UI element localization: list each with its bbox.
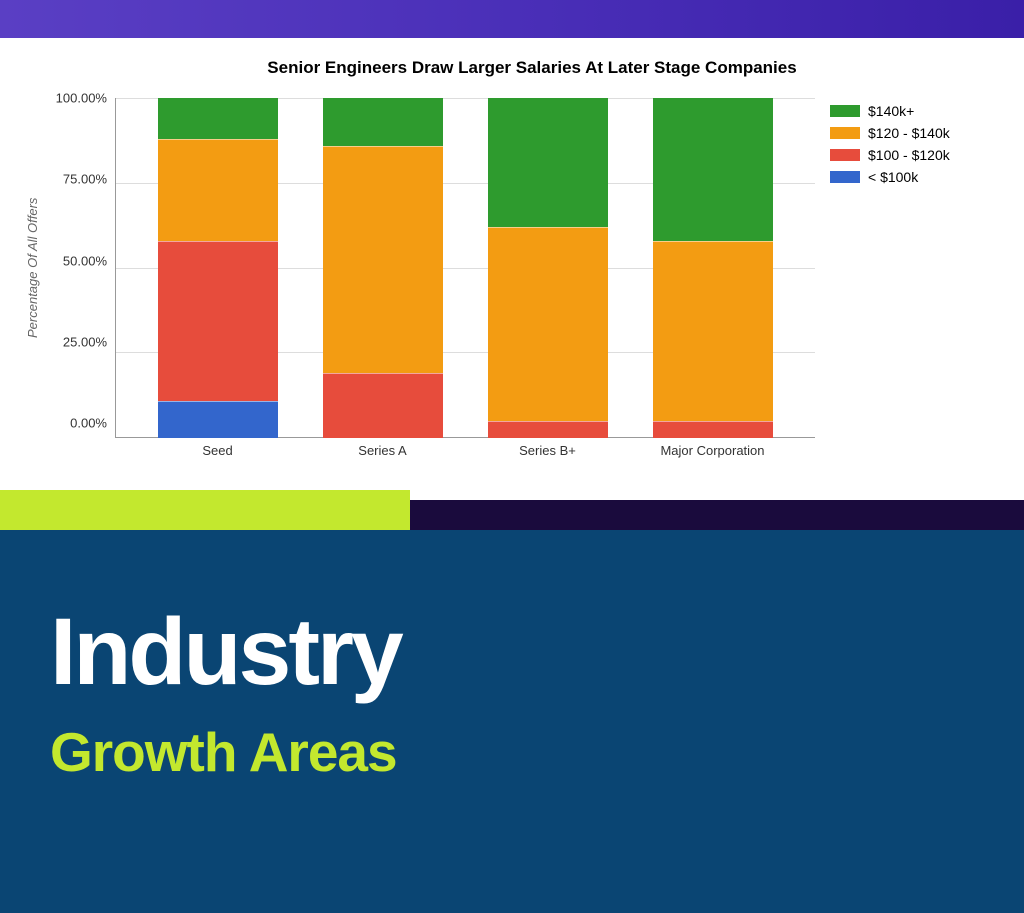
top-gradient-bar <box>0 0 1024 38</box>
bottom-headline-panel: Industry Growth Areas <box>0 530 1024 913</box>
bar-segment <box>158 98 278 139</box>
chart-title: Senior Engineers Draw Larger Salaries At… <box>20 58 1004 78</box>
bar-segment <box>323 98 443 146</box>
bar-segment <box>158 139 278 241</box>
x-label: Seed <box>158 443 278 458</box>
y-tick: 0.00% <box>45 416 107 431</box>
y-axis-ticks: 100.00% 75.00% 50.00% 25.00% 0.00% <box>45 98 115 438</box>
legend-swatch <box>830 127 860 139</box>
x-label: Series B+ <box>488 443 608 458</box>
chart-panel: Senior Engineers Draw Larger Salaries At… <box>0 38 1024 500</box>
y-tick: 100.00% <box>45 91 107 106</box>
bar <box>323 98 443 438</box>
bar-segment <box>158 401 278 438</box>
bar-segment <box>488 98 608 227</box>
bar-segment <box>653 241 773 421</box>
bar <box>653 98 773 438</box>
headline-main: Industry <box>50 605 974 700</box>
legend-swatch <box>830 105 860 117</box>
legend-swatch <box>830 149 860 161</box>
legend: $140k+ $120 - $140k $100 - $120k < $100k <box>815 98 960 488</box>
bar-segment <box>323 373 443 438</box>
x-label: Major Corporation <box>653 443 773 458</box>
bar-segment <box>488 227 608 421</box>
y-axis-label: Percentage Of All Offers <box>20 98 45 438</box>
bar <box>488 98 608 438</box>
bars-container <box>115 98 815 438</box>
y-tick: 50.00% <box>45 253 107 268</box>
legend-label: $100 - $120k <box>868 147 950 163</box>
bar-segment <box>158 241 278 401</box>
bar-segment <box>323 146 443 374</box>
headline-sub: Growth Areas <box>50 720 974 784</box>
bar-segment <box>653 98 773 241</box>
y-tick: 25.00% <box>45 334 107 349</box>
legend-label: $120 - $140k <box>868 125 950 141</box>
legend-item: $120 - $140k <box>830 125 960 141</box>
chart-body: Percentage Of All Offers 100.00% 75.00% … <box>20 98 1004 488</box>
bar-segment <box>488 421 608 438</box>
bar-segment <box>653 421 773 438</box>
x-label: Series A <box>323 443 443 458</box>
x-axis-labels: Seed Series A Series B+ Major Corporatio… <box>115 443 815 458</box>
legend-label: < $100k <box>868 169 918 185</box>
bar <box>158 98 278 438</box>
legend-item: < $100k <box>830 169 960 185</box>
plot-area: Seed Series A Series B+ Major Corporatio… <box>115 98 815 468</box>
y-tick: 75.00% <box>45 172 107 187</box>
legend-item: $140k+ <box>830 103 960 119</box>
legend-swatch <box>830 171 860 183</box>
legend-label: $140k+ <box>868 103 914 119</box>
legend-item: $100 - $120k <box>830 147 960 163</box>
